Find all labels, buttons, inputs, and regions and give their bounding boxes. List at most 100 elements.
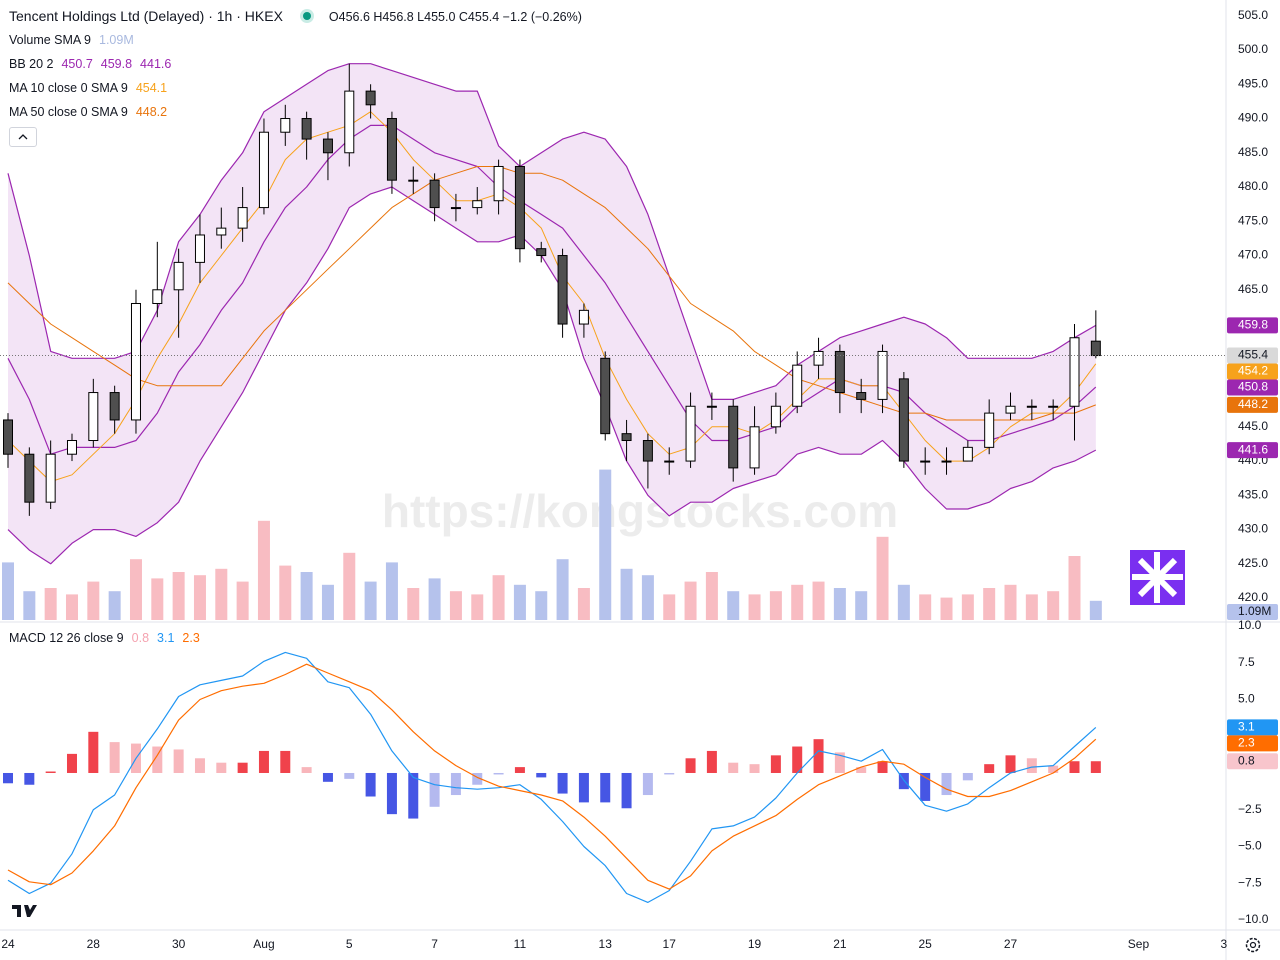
y-tick-label: 425.0 [1238, 556, 1268, 570]
macd-histogram-bar [728, 762, 739, 773]
volume-bar [193, 575, 206, 620]
volume-bar [1025, 594, 1038, 620]
macd-histogram-bar [1090, 761, 1101, 773]
volume-bar [599, 469, 612, 620]
macd-histogram-bar [88, 731, 99, 773]
macd-histogram-bar [578, 772, 589, 803]
legend-value: 0.8 [131, 631, 150, 645]
volume-bar [364, 581, 377, 620]
x-tick-label: 21 [833, 937, 847, 951]
volume-bar [108, 591, 121, 620]
y-tick-label: 490.0 [1238, 111, 1268, 125]
x-tick-label: 30 [172, 937, 186, 951]
status-dot [302, 12, 311, 20]
macd-histogram-bar [194, 758, 205, 773]
collapse-button[interactable] [9, 127, 37, 147]
chart-title: Tencent Holdings Ltd (Delayed) · 1h · HK… [9, 8, 283, 24]
macd-tick-label: 7.5 [1238, 655, 1255, 669]
legend-label: MACD 12 26 close 9 [9, 631, 124, 645]
macd-histogram-bar [1005, 755, 1016, 773]
candle-body [514, 165, 525, 250]
volume-bar [556, 559, 569, 620]
macd-histogram-bar [66, 753, 77, 773]
candle-body [258, 131, 269, 209]
candle-body [920, 460, 931, 463]
candle-body [1005, 405, 1016, 414]
volume-bar [129, 559, 142, 620]
title-row: Tencent Holdings Ltd (Delayed) · 1h · HK… [9, 4, 582, 28]
macd-tick-label: 10.0 [1238, 618, 1262, 632]
chevron-icon [18, 134, 28, 140]
macd-tick-label: −2.5 [1238, 802, 1262, 816]
candle-body [877, 350, 888, 400]
macd-histogram-bar [152, 746, 163, 773]
volume-badge [1227, 604, 1278, 620]
macd-tick-label: −7.5 [1238, 875, 1262, 889]
y-tick-label: 505.0 [1238, 8, 1268, 22]
macd-histogram-bar [344, 772, 355, 779]
macd-histogram-bar [429, 772, 440, 807]
volume-bar [2, 562, 14, 620]
candle-body [770, 405, 781, 428]
candle-body [472, 200, 483, 209]
candle-body [536, 248, 547, 257]
legend-row: MA 10 close 0 SMA 9 454.1 [9, 76, 582, 100]
tv-logo-mark [12, 905, 37, 917]
candle-body [898, 378, 909, 462]
price-badge [1227, 753, 1278, 770]
macd-histogram-bar [45, 771, 56, 773]
y-tick-label: 430.0 [1238, 522, 1268, 536]
macd-histogram-bar [685, 758, 696, 773]
volume-badge-label: 1.09M [1238, 604, 1271, 618]
watermark: https://kongstocks.com [382, 485, 898, 537]
volume-bar [279, 565, 292, 620]
legend-value: 450.7 [61, 57, 93, 71]
macd-histogram-bar [856, 767, 867, 773]
candle-body [621, 433, 632, 442]
price-badge [1227, 735, 1278, 752]
volume-bar [684, 581, 697, 620]
candle-body [24, 453, 35, 503]
x-tick-label: 24 [1, 937, 15, 951]
price-badge-label: 448.2 [1238, 397, 1268, 411]
macd-histogram-bar [706, 750, 717, 773]
settings-button[interactable] [1245, 937, 1261, 953]
volume-bar [236, 581, 249, 620]
x-tick-label: 7 [431, 937, 438, 951]
macd-histogram-bar [3, 772, 13, 784]
volume-bar [876, 536, 889, 620]
candle-body [1026, 405, 1037, 408]
price-badge-label: 0.8 [1238, 753, 1255, 767]
macd-histogram-bar [1026, 758, 1037, 773]
volume-bar [641, 575, 654, 620]
price-badge-label: 2.3 [1238, 736, 1255, 750]
volume-bar [87, 581, 100, 620]
volume-bar [65, 594, 78, 620]
macd-histogram-bar [237, 762, 248, 773]
y-tick-label: 485.0 [1238, 145, 1268, 159]
macd-line [7, 651, 1097, 903]
volume-bar [513, 584, 526, 620]
volume-bar [919, 594, 932, 620]
price-badge [1227, 363, 1278, 380]
candle-body [173, 261, 184, 291]
price-badge [1227, 379, 1278, 396]
candle-body [493, 165, 504, 202]
volume-bar [577, 588, 590, 620]
candle-body [557, 255, 568, 325]
candle-body [301, 118, 312, 140]
volume-bar [833, 588, 846, 620]
tradingview-logo [4, 897, 42, 925]
legend-value: 448.2 [135, 105, 168, 119]
volume-bar [471, 594, 484, 620]
x-tick-label: 19 [748, 937, 762, 951]
candle-body [578, 309, 589, 325]
candle-body [408, 179, 419, 182]
candle-body [600, 357, 611, 435]
x-tick-label: 13 [599, 937, 613, 951]
macd-histogram-bar [514, 767, 525, 773]
logo-mark [1132, 552, 1183, 603]
macd-histogram-bar [877, 761, 888, 773]
candle-body [3, 419, 13, 455]
volume-bar [727, 591, 740, 620]
